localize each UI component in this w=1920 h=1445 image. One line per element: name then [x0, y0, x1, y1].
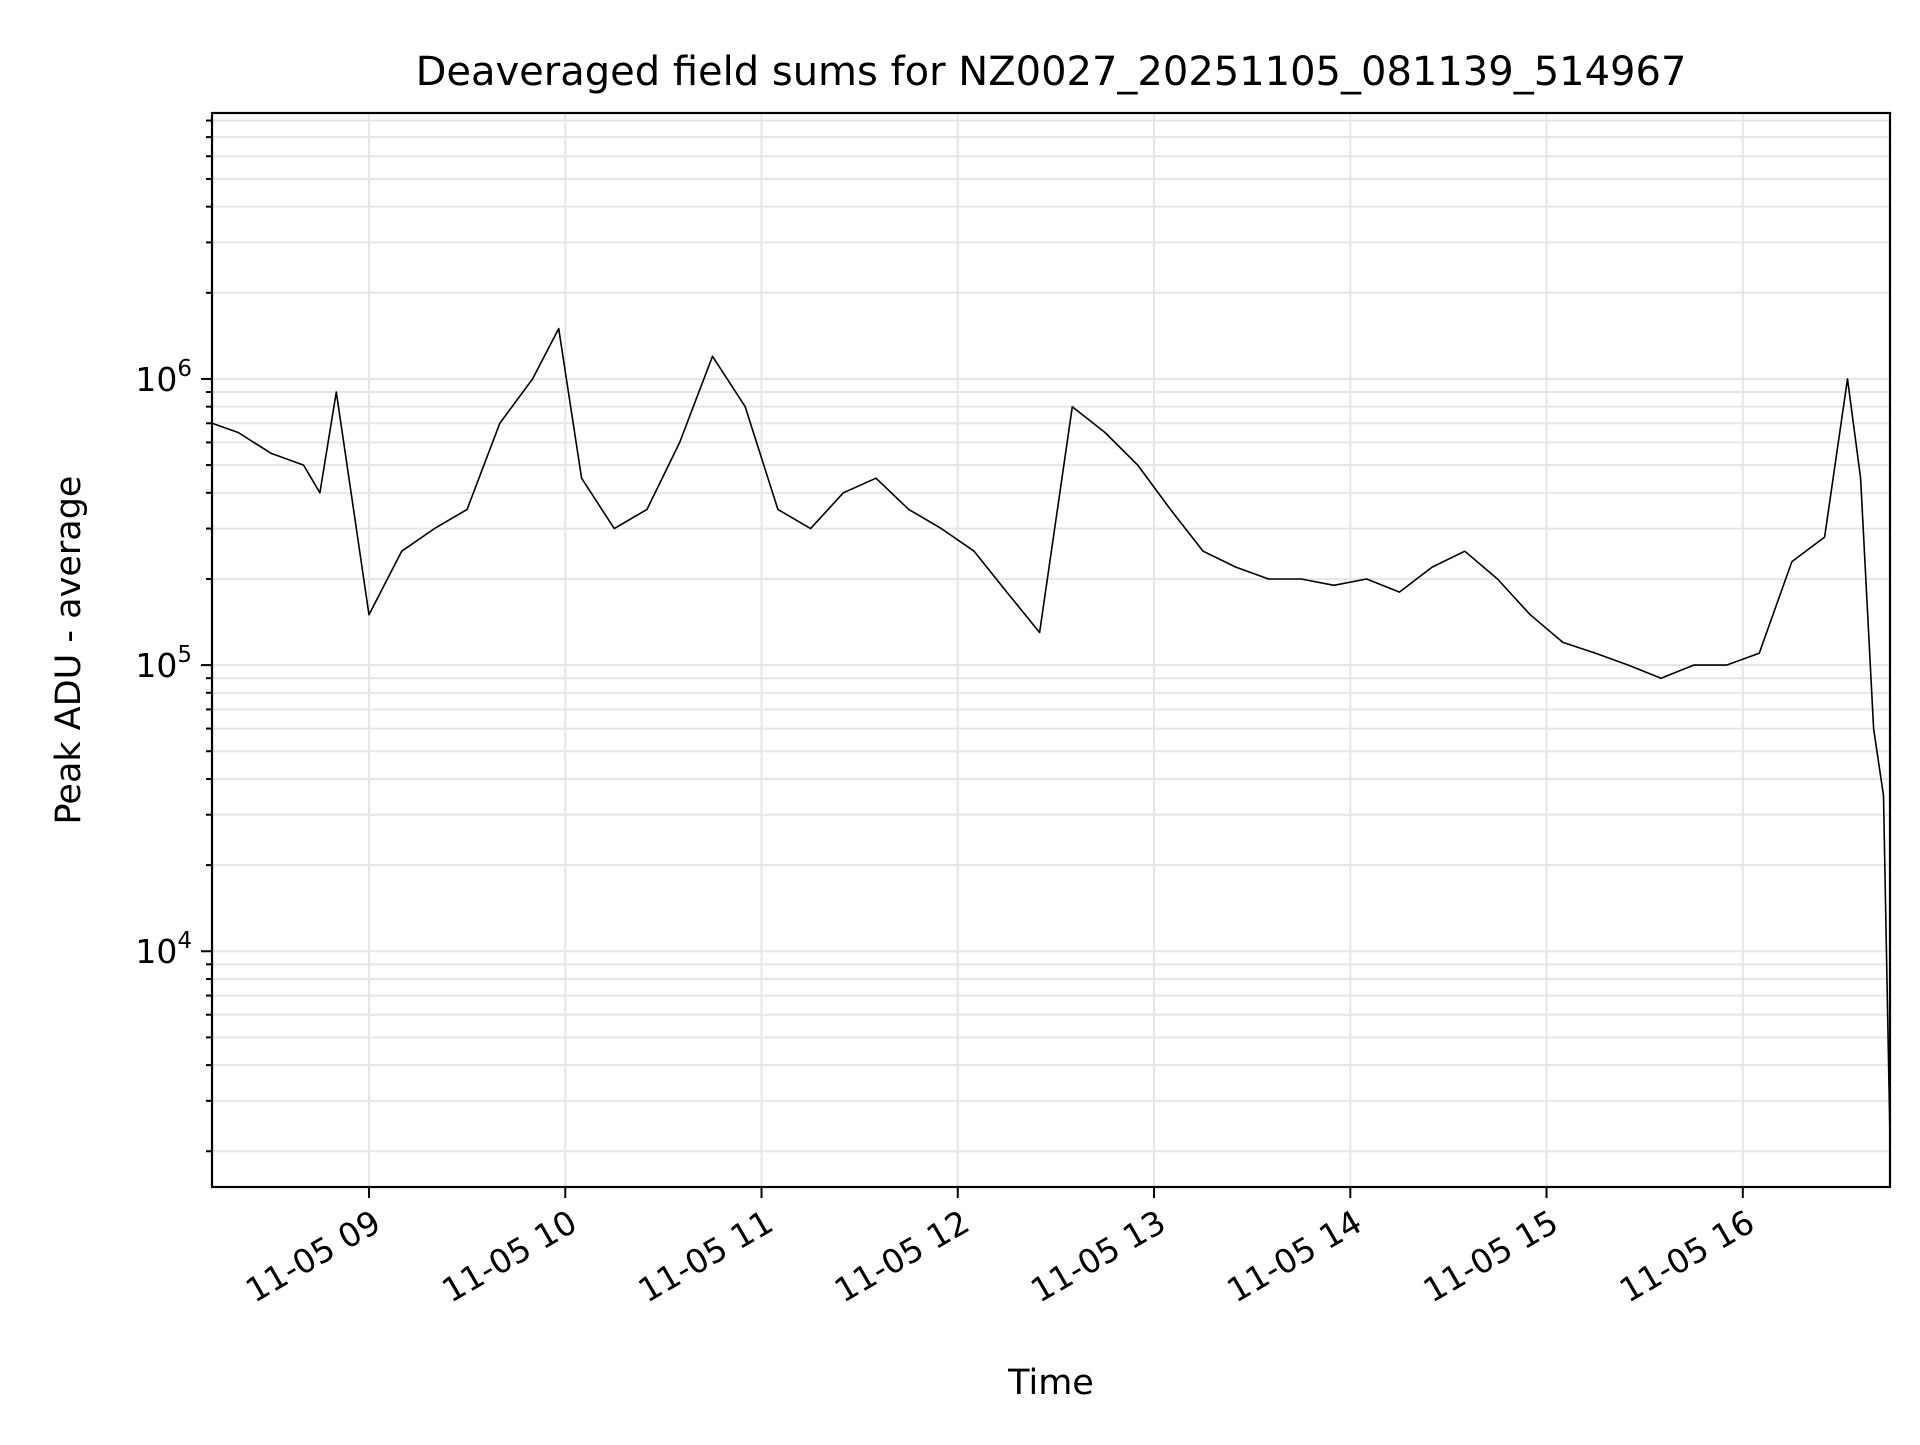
- y-tick-exponent: 4: [177, 928, 192, 954]
- series-layer: [211, 327, 1891, 1140]
- grid: [212, 113, 1890, 1187]
- x-axis-label: Time: [1007, 1363, 1094, 1403]
- chart-title: Deaveraged field sums for NZ0027_2025110…: [416, 49, 1687, 95]
- y-tick-exponent: 5: [177, 642, 192, 668]
- y-axis-label: Peak ADU - average: [49, 476, 89, 825]
- y-tick-base: 10: [135, 646, 177, 685]
- series-line: [211, 327, 1891, 1140]
- y-tick-exponent: 6: [177, 356, 192, 382]
- y-tick-base: 10: [135, 360, 177, 399]
- plot-frame: [210, 111, 1892, 1189]
- y-tick-label: 104: [135, 928, 192, 971]
- y-tick-label: 105: [135, 642, 192, 685]
- y-tick-base: 10: [135, 932, 177, 971]
- y-tick-label: 106: [135, 356, 192, 399]
